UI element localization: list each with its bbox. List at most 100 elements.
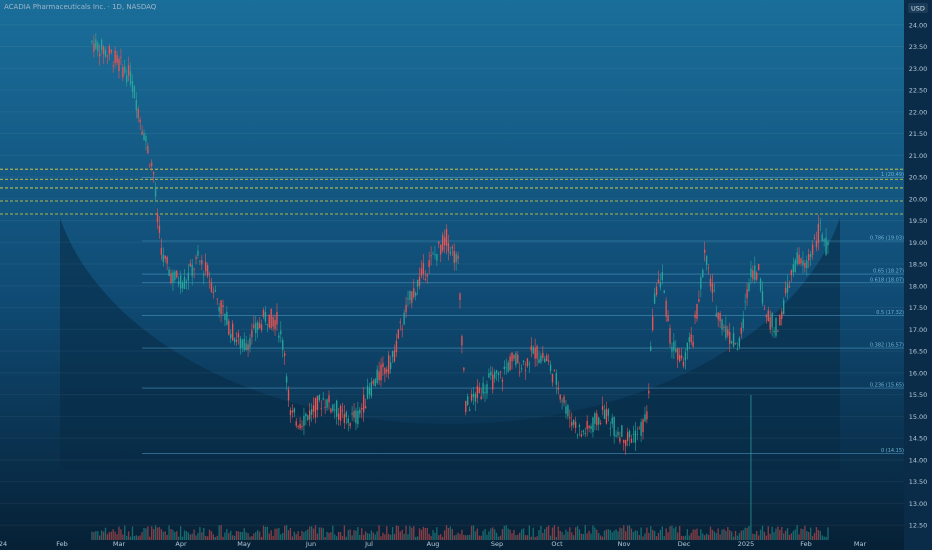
volume-bar	[122, 534, 124, 540]
candle-body	[345, 412, 347, 418]
volume-bar	[343, 525, 346, 540]
candle-body	[571, 421, 573, 426]
volume-bar	[266, 526, 269, 540]
candle-body	[141, 131, 143, 135]
candle-body	[802, 260, 804, 266]
candle-body	[120, 56, 122, 58]
volume-bar	[295, 534, 297, 540]
volume-bar	[582, 533, 584, 540]
candle-body	[603, 409, 606, 419]
fibonacci-levels: 1 (20.49) 0.786 (19.03) 0.65 (18.27) 0.618 …	[142, 172, 904, 454]
candle-body	[226, 311, 228, 325]
candle-body	[420, 268, 423, 276]
volume-bar	[719, 534, 721, 540]
candle-body	[704, 249, 706, 253]
candle-body	[336, 400, 338, 417]
candle-body	[116, 55, 118, 63]
volume-bar	[673, 528, 675, 540]
y-tick-label: 22.50	[909, 87, 928, 95]
candle-body	[382, 363, 384, 368]
candle-body	[187, 272, 190, 281]
candle-body	[698, 299, 700, 302]
volume-bar	[455, 534, 457, 540]
candle-body	[671, 346, 673, 352]
candle-body	[520, 368, 523, 370]
volume-bar	[476, 528, 479, 540]
volume-bar	[638, 535, 640, 540]
candle-body	[746, 289, 748, 298]
x-tick-label: Sep	[491, 540, 503, 548]
candle-body	[659, 281, 662, 288]
candle-body	[135, 100, 137, 111]
volume-bar	[463, 534, 465, 540]
volume-bar	[405, 525, 407, 540]
volume-bar	[193, 529, 195, 540]
volume-bar	[393, 533, 396, 540]
candle-body	[515, 353, 517, 365]
candle-body	[413, 288, 415, 297]
candle-body	[463, 367, 465, 371]
volume-bar	[482, 530, 484, 540]
volume-bar	[657, 532, 660, 540]
candle-body	[750, 268, 752, 278]
candle-body	[813, 237, 816, 239]
candle-body	[330, 408, 332, 413]
candle-body	[445, 228, 448, 246]
candle-body	[179, 275, 182, 289]
volume-bar	[137, 536, 139, 540]
volume-bar	[91, 531, 93, 540]
candle-body	[490, 371, 492, 376]
volume-bar	[644, 533, 646, 540]
candle-body	[779, 315, 781, 326]
candle-body	[129, 71, 132, 85]
candle-body	[640, 422, 642, 436]
volume-bar	[203, 527, 205, 540]
volume-bar	[811, 535, 814, 540]
volume-bar	[228, 533, 230, 540]
candle-body	[598, 417, 600, 425]
candle-body	[386, 369, 388, 373]
candle-body	[283, 353, 286, 356]
volume-bar	[497, 536, 500, 540]
grid-lines	[0, 24, 904, 526]
candle-body	[309, 410, 311, 420]
candle-body	[578, 425, 581, 427]
volume-bar	[351, 535, 353, 540]
volume-bar	[578, 529, 581, 540]
volume-bar	[501, 529, 504, 540]
volume-bar	[432, 530, 434, 540]
candle-body	[110, 50, 112, 53]
volume-bar	[827, 527, 829, 540]
volume-bar	[380, 536, 382, 540]
candle-body	[334, 409, 336, 411]
volume-bar	[808, 531, 810, 540]
candle-body	[821, 234, 823, 242]
volume-bar	[821, 535, 823, 540]
y-tick-label: 21.00	[909, 152, 928, 160]
candle-body	[705, 255, 708, 265]
currency-badge	[908, 3, 928, 13]
volume-bar	[522, 528, 525, 540]
candle-body	[482, 382, 484, 394]
volume-bar	[669, 526, 671, 540]
volume-bar	[334, 534, 336, 540]
volume-bar	[763, 531, 766, 540]
candle-body	[362, 394, 365, 413]
candle-body	[573, 419, 575, 425]
candle-body	[538, 359, 540, 364]
volume-bar	[738, 533, 741, 540]
candle-body	[310, 408, 313, 415]
candle-body	[725, 325, 727, 338]
volume-bar	[170, 529, 172, 540]
candle-body	[416, 279, 419, 287]
candle-body	[440, 244, 442, 255]
y-axis-labels: 24.00 23.50 23.00 22.50 22.00 21.50 21.00 20.50…	[909, 21, 928, 529]
candle-body	[170, 273, 172, 283]
candle-body	[536, 345, 538, 359]
volume-bar	[368, 533, 371, 540]
candle-body	[507, 362, 509, 372]
candle-body	[730, 341, 733, 344]
y-tick-label: 17.50	[909, 304, 928, 312]
volume-bar	[586, 533, 588, 540]
